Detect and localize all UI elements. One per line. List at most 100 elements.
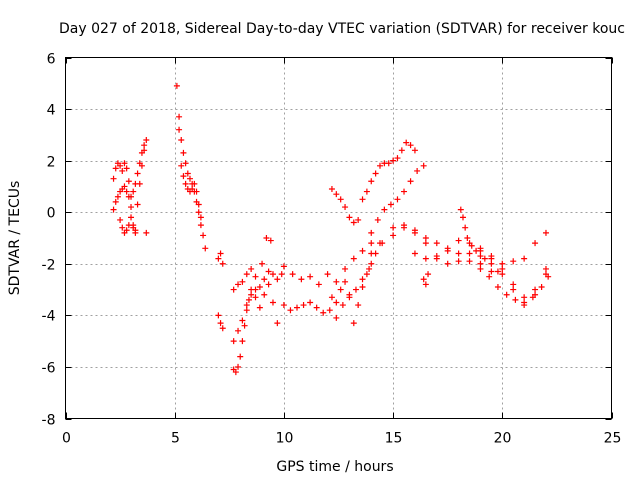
y-tick-label: 2 [47,155,56,171]
data-point [128,214,135,221]
data-point [184,170,191,177]
data-point [141,142,148,149]
y-tick-labels: -8 -6 -4 -2 0 2 4 6 [42,52,56,429]
data-point [256,283,263,290]
x-tick-label: 15 [385,431,403,447]
data-point [333,299,340,306]
data-point [123,227,130,234]
data-point [243,271,250,278]
data-point [294,304,301,311]
data-point [189,186,196,193]
data-point [394,155,401,162]
data-point [477,245,484,252]
data-point [350,219,357,226]
x-tick-labels: 0 5 10 15 20 25 [62,431,621,447]
data-point [217,250,224,257]
data-point [141,147,148,154]
series-arc-15 [368,162,427,236]
data-point [346,291,353,298]
data-point [488,268,495,275]
data-point [333,191,340,198]
data-point [328,186,335,193]
data-point [307,273,314,280]
series-arc-13 [328,186,362,226]
data-point [390,232,397,239]
data-point [422,240,429,247]
data-point [259,260,266,267]
data-point [359,247,366,254]
data-point [403,139,410,146]
series-arc-18 [411,229,549,275]
data-point [422,255,429,262]
series-arc-7 [230,268,285,376]
data-point [342,204,349,211]
grid-lines [65,57,612,419]
data-point [289,271,296,278]
series-arc-4 [173,82,209,252]
data-point [191,180,198,187]
data-point [477,260,484,267]
data-point [455,258,462,265]
data-point [261,276,268,283]
y-tick-label: -2 [42,258,56,274]
data-point [499,271,506,278]
data-point [136,180,143,187]
series-arc-9 [230,235,274,293]
data-point [488,255,495,262]
data-point [243,302,250,309]
x-tick-label: 10 [276,431,294,447]
data-point [444,260,451,267]
data-point [433,253,440,260]
data-point [287,307,294,314]
y-tick-label: 4 [47,103,56,119]
data-point [193,188,200,195]
data-point [178,162,185,169]
data-point [394,196,401,203]
series-arc-14 [359,139,418,203]
data-point [245,296,252,303]
data-point [239,317,246,324]
x-tick-label: 25 [604,431,622,447]
data-point [350,320,357,327]
data-point [119,167,126,174]
data-point [117,216,124,223]
data-point [422,235,429,241]
data-point [532,240,539,247]
data-point [407,142,414,149]
axis-ticks [65,57,613,420]
data-point [352,286,359,293]
data-point [359,276,366,283]
data-point [337,286,344,293]
series-arc-17 [390,222,549,309]
data-point [237,353,244,360]
x-axis-label: GPS time / hours [276,459,393,475]
data-point [197,222,204,229]
series-arc-12 [328,240,383,327]
data-point [298,276,305,283]
data-point [112,198,119,205]
data-point [542,265,549,272]
data-point [274,276,281,283]
data-point [263,235,270,241]
data-point [444,247,451,254]
data-point [230,286,237,293]
data-point [241,322,248,329]
data-point [269,299,276,306]
data-point [411,227,418,234]
data-point [510,286,517,293]
data-point [265,268,272,275]
data-point [486,273,493,280]
data-point [117,162,124,169]
data-point [462,224,469,231]
data-point [459,214,466,221]
data-point [215,312,222,319]
data-point [235,281,242,288]
y-tick-label: -6 [42,361,56,377]
data-point [195,201,202,208]
data-point [494,268,501,275]
data-point [346,214,353,221]
data-point [363,188,370,195]
data-point [359,196,366,203]
data-point [379,240,386,247]
